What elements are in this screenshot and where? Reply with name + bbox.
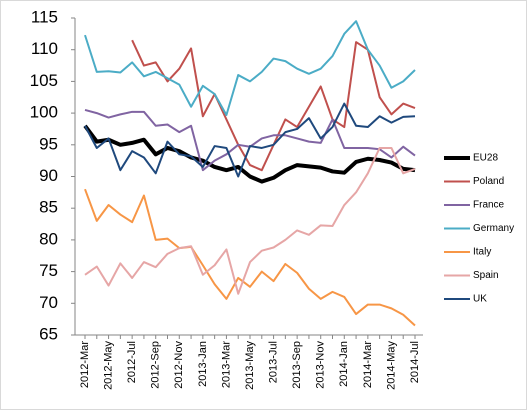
- legend-label: Germany: [473, 223, 514, 234]
- y-tick-label: 90: [39, 166, 58, 185]
- series-line: [84, 146, 416, 295]
- y-tick-label: 65: [39, 324, 58, 343]
- y-tick-label: 100: [30, 103, 58, 122]
- x-tick-label: 2012-Nov: [173, 341, 185, 389]
- x-tick-label: 2014-Jul: [409, 341, 421, 383]
- y-tick-label: 110: [31, 39, 58, 58]
- legend-label: Poland: [473, 176, 504, 187]
- y-tick-label: 105: [30, 71, 58, 90]
- x-tick-label: 2014-May: [385, 341, 397, 390]
- x-tick-label: 2013-Jul: [267, 341, 279, 383]
- series-line: [84, 20, 416, 117]
- legend-label: UK: [473, 294, 487, 305]
- x-tick-label: 2013-Mar: [220, 341, 232, 388]
- x-tick-label: 2013-Nov: [315, 341, 327, 389]
- legend-label: EU28: [473, 153, 498, 164]
- x-tick-label: 2012-Mar: [79, 341, 91, 388]
- x-tick-label: 2014-Jan: [338, 341, 350, 387]
- series-line: [83, 124, 416, 184]
- x-tick-label: 2013-Sep: [291, 341, 303, 389]
- y-tick-label: 85: [39, 198, 58, 217]
- series-line: [84, 102, 416, 178]
- x-tick-label: 2014-Mar: [362, 341, 374, 388]
- x-tick-label: 2012-Jul: [126, 341, 138, 383]
- x-tick-label: 2012-May: [102, 341, 114, 390]
- legend-label: France: [473, 200, 505, 211]
- y-tick-label: 70: [39, 293, 58, 312]
- legend-label: Italy: [473, 247, 491, 258]
- y-tick-label: 115: [31, 7, 58, 26]
- y-tick-label: 80: [39, 229, 58, 248]
- x-tick-label: 2013-Jan: [197, 341, 209, 387]
- x-tick-label: 2012-Sep: [150, 341, 162, 389]
- y-tick-label: 95: [39, 134, 58, 153]
- series-line: [84, 188, 416, 327]
- legend-label: Spain: [473, 270, 499, 281]
- y-tick-label: 75: [39, 261, 58, 280]
- x-tick-label: 2013-May: [244, 341, 256, 390]
